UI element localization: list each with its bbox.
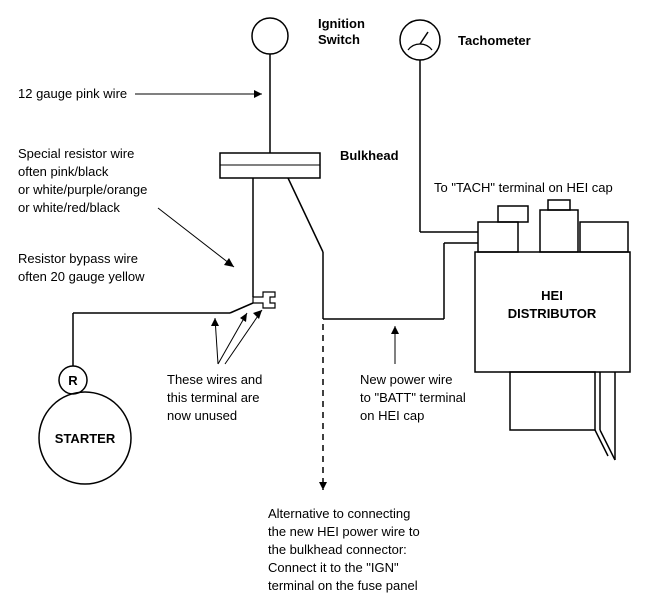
hei-label-1: HEI	[541, 288, 563, 303]
hei-label-2: DISTRIBUTOR	[508, 306, 597, 321]
alt-label-2: the new HEI power wire to	[268, 524, 420, 539]
power-label-1: New power wire	[360, 372, 452, 387]
ignition-switch-label-1: Ignition	[318, 16, 365, 31]
power-label-2: to "BATT" terminal	[360, 390, 466, 405]
alt-label-5: terminal on the fuse panel	[268, 578, 418, 593]
bypass-label-2: often 20 gauge yellow	[18, 269, 145, 284]
tach-terminal-label: To "TACH" terminal on HEI cap	[434, 180, 613, 195]
tachometer-icon	[400, 20, 440, 60]
alt-label-1: Alternative to connecting	[268, 506, 410, 521]
tachometer-label: Tachometer	[458, 33, 531, 48]
resistor-wire-label-1: Special resistor wire	[18, 146, 134, 161]
bulkhead-label-1: Bulkhead	[340, 148, 399, 163]
bypass-label-1: Resistor bypass wire	[18, 251, 138, 266]
unused-label-3: now unused	[167, 408, 237, 423]
alt-label-3: the bulkhead connector:	[268, 542, 407, 557]
hei-distributor-icon	[475, 200, 630, 460]
svg-text:IgnitionSwitch: IgnitionSwitch	[318, 16, 365, 47]
starter-r-label: R	[68, 373, 78, 388]
resistor-wire-label-3: or white/purple/orange	[18, 182, 147, 197]
resistor-wire-label-4: or white/red/black	[18, 200, 120, 215]
unused-label-2: this terminal are	[167, 390, 259, 405]
ignition-switch-icon	[252, 18, 288, 54]
wiring-diagram: IgnitionSwitch Tachometer 12 gauge pink …	[0, 0, 671, 606]
unused-label-1: These wires and	[167, 372, 262, 387]
resistor-wire-label-2: often pink/black	[18, 164, 109, 179]
power-label-3: on HEI cap	[360, 408, 424, 423]
starter-label: STARTER	[55, 431, 116, 446]
wire12-label: 12 gauge pink wire	[18, 86, 127, 101]
alt-label-4: Connect it to the "IGN"	[268, 560, 399, 575]
